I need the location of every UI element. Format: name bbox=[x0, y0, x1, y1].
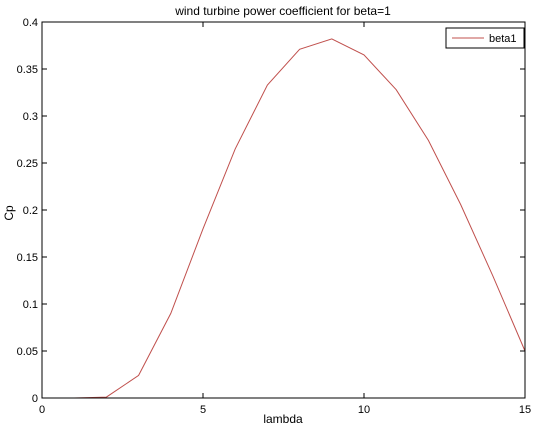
x-tick-label: 10 bbox=[358, 404, 370, 416]
x-axis-ticks: 0 5 10 15 bbox=[39, 22, 531, 416]
y-tick-label: 0.35 bbox=[17, 64, 38, 76]
x-tick-label: 15 bbox=[519, 404, 531, 416]
chart-title: wind turbine power coefficient for beta=… bbox=[174, 4, 391, 18]
plot-area bbox=[42, 22, 525, 398]
legend-box bbox=[445, 27, 525, 49]
x-tick-label: 0 bbox=[39, 404, 45, 416]
y-tick-label: 0.25 bbox=[17, 158, 38, 170]
y-axis-ticks: 0 0.05 0.1 0.15 0.2 0.25 0.3 0.35 0.4 bbox=[17, 17, 525, 405]
y-tick-label: 0.15 bbox=[17, 252, 38, 264]
legend: beta1 bbox=[445, 27, 525, 49]
y-tick-label: 0.4 bbox=[23, 17, 38, 29]
y-tick-label: 0 bbox=[32, 393, 38, 405]
y-tick-label: 0.1 bbox=[23, 299, 38, 311]
series-layer bbox=[42, 38, 526, 399]
legend-label-beta1: beta1 bbox=[489, 33, 517, 45]
y-axis-label: Cp bbox=[2, 205, 16, 221]
series-line-beta1 bbox=[42, 38, 526, 399]
y-tick-label: 0.05 bbox=[17, 346, 38, 358]
y-tick-label: 0.2 bbox=[23, 205, 38, 217]
y-tick-label: 0.3 bbox=[23, 111, 38, 123]
x-axis-label: lambda bbox=[263, 412, 303, 426]
x-tick-label: 5 bbox=[200, 404, 206, 416]
